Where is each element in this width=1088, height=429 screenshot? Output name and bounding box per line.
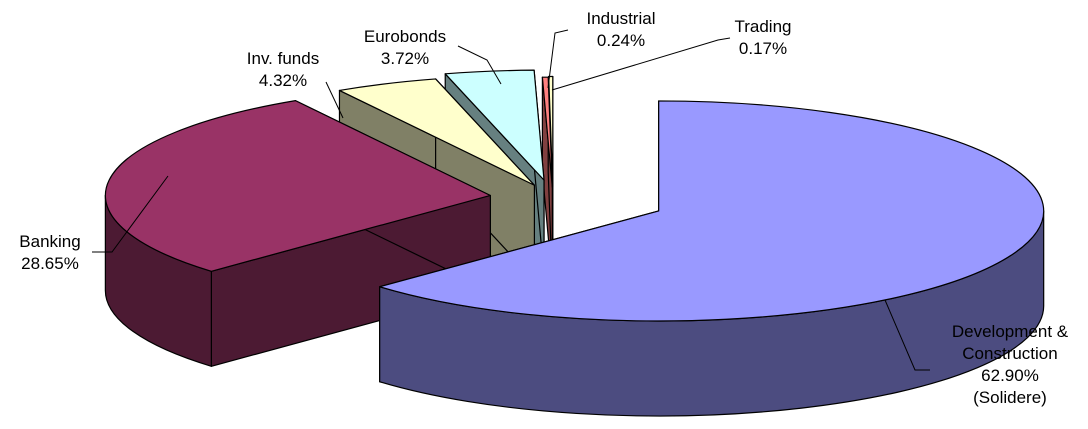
label-line: Inv. funds — [247, 49, 319, 68]
label-line: 3.72% — [381, 49, 429, 68]
slice-banking — [104, 100, 491, 367]
slice-top-industrial — [541, 76, 553, 188]
slice-development-construction — [379, 100, 1045, 417]
label-line: Industrial — [587, 9, 656, 28]
slice-top-inv-funds — [338, 78, 536, 186]
label-development-construction: Development & Construction 62.90% (Solidere… — [952, 322, 1069, 407]
slice-top-eurobonds — [444, 69, 545, 181]
label-line: 0.24% — [597, 31, 645, 50]
label-eurobonds: Eurobonds 3.72% — [364, 27, 446, 68]
leader-line-eurobonds — [457, 45, 502, 85]
slice-top-banking — [104, 100, 491, 272]
label-line: Construction — [962, 344, 1057, 363]
label-line: Eurobonds — [364, 27, 446, 46]
label-line: 0.17% — [739, 39, 787, 58]
label-industrial: Industrial 0.24% — [587, 9, 656, 50]
leader-line-development-construction — [884, 299, 930, 371]
label-trading: Trading 0.17% — [734, 17, 791, 58]
label-line: (Solidere) — [973, 388, 1047, 407]
label-line: 28.65% — [21, 254, 79, 273]
leader-line-trading — [551, 37, 731, 91]
label-line: Development & — [952, 322, 1069, 341]
slice-industrial — [541, 76, 553, 283]
label-line: Trading — [734, 17, 791, 36]
leader-line-banking — [92, 175, 169, 253]
label-line: Banking — [19, 232, 80, 251]
label-line: 62.90% — [981, 366, 1039, 385]
label-banking: Banking 28.65% — [19, 232, 80, 273]
label-line: 4.32% — [259, 71, 307, 90]
label-inv-funds: Inv. funds 4.32% — [247, 49, 319, 90]
leader-line-industrial — [547, 29, 569, 89]
leader-line-inv-funds — [325, 81, 344, 119]
slice-top-development-construction — [379, 100, 1045, 322]
